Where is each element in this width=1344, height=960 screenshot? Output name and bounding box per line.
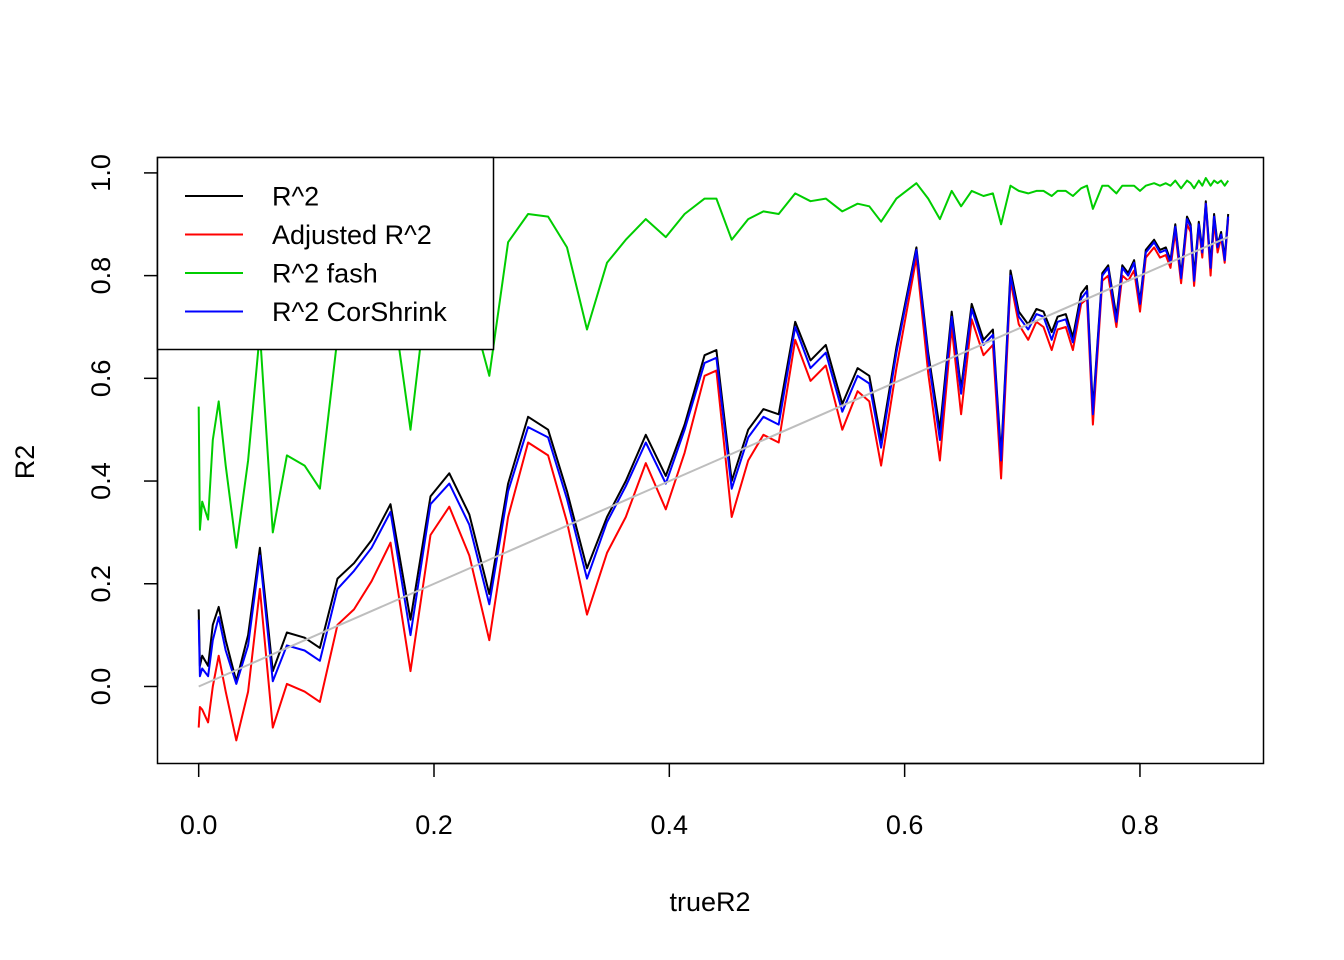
y-tick-label: 0.2: [86, 565, 116, 603]
legend-label: R^2 fash: [272, 259, 378, 289]
series-line-r-2-corshrink-3: [197, 202, 1230, 685]
x-tick-label: 0.6: [886, 810, 924, 840]
series-line-adjusted-r-2-1: [197, 202, 1230, 742]
x-tick-label: 0.0: [180, 810, 218, 840]
x-axis-title: trueR2: [669, 887, 750, 917]
legend-box: [156, 156, 495, 351]
legend-label: Adjusted R^2: [272, 220, 432, 250]
x-tick-label: 0.2: [415, 810, 453, 840]
x-tick-label: 0.8: [1121, 810, 1159, 840]
y-tick-label: 0.8: [86, 257, 116, 295]
y-tick-label: 1.0: [86, 154, 116, 192]
y-tick-label: 0.0: [86, 668, 116, 706]
legend-label: R^2 CorShrink: [272, 297, 447, 327]
y-axis: 0.0 0.2 0.4 0.6 0.8 1.0: [86, 154, 159, 706]
series-line-reference-4: [198, 236, 1229, 688]
y-tick-label: 0.6: [86, 360, 116, 398]
legend: R^2 Adjusted R^2 R^2 fash R^2 CorShrink: [156, 156, 495, 351]
legend-label: R^2: [272, 182, 319, 212]
y-tick-label: 0.4: [86, 462, 116, 500]
x-tick-label: 0.4: [651, 810, 689, 840]
x-axis: 0.0 0.2 0.4 0.6 0.8: [180, 762, 1159, 840]
y-axis-title: R2: [10, 445, 40, 480]
